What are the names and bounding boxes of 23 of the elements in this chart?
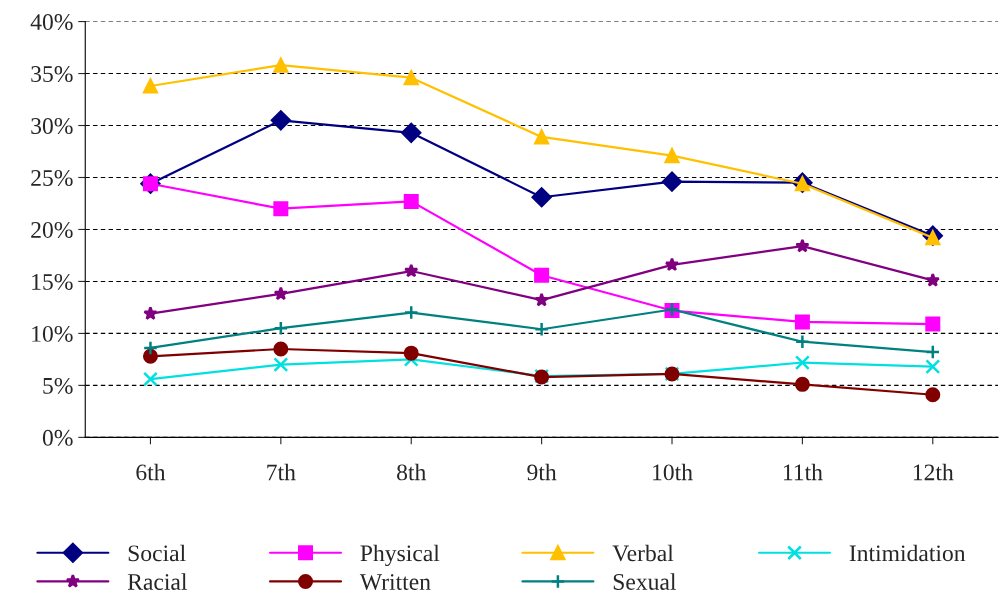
legend-label: Social: [128, 544, 186, 562]
y-tick-label: 40%: [30, 14, 73, 31]
legend-label: Racial: [127, 573, 187, 590]
y-tick-label: 35%: [31, 66, 73, 83]
x-tick-label: 11th: [783, 463, 823, 481]
legend-label: Written: [359, 574, 431, 591]
y-tick-label: 0%: [42, 429, 73, 446]
x-tick-label: 12th: [913, 463, 954, 481]
legend-label: Intimidation: [849, 544, 966, 562]
x-tick-label: 10th: [653, 463, 693, 481]
y-tick-label: 10%: [32, 325, 73, 342]
y-tick-label: 25%: [31, 169, 73, 186]
legend-label: Physical: [360, 544, 440, 567]
y-tick-label: 5%: [43, 377, 73, 394]
x-tick-label: 8th: [397, 463, 427, 481]
y-tick-label: 20%: [31, 221, 73, 238]
legend-label: Verbal: [612, 544, 674, 562]
x-tick-label: 6th: [136, 463, 166, 481]
x-tick-label: 7th: [267, 463, 296, 481]
y-tick-label: 30%: [31, 118, 73, 135]
y-tick-label: 15%: [32, 273, 73, 290]
x-tick-label: 9th: [527, 463, 557, 481]
legend-label: Sexual: [613, 573, 676, 590]
